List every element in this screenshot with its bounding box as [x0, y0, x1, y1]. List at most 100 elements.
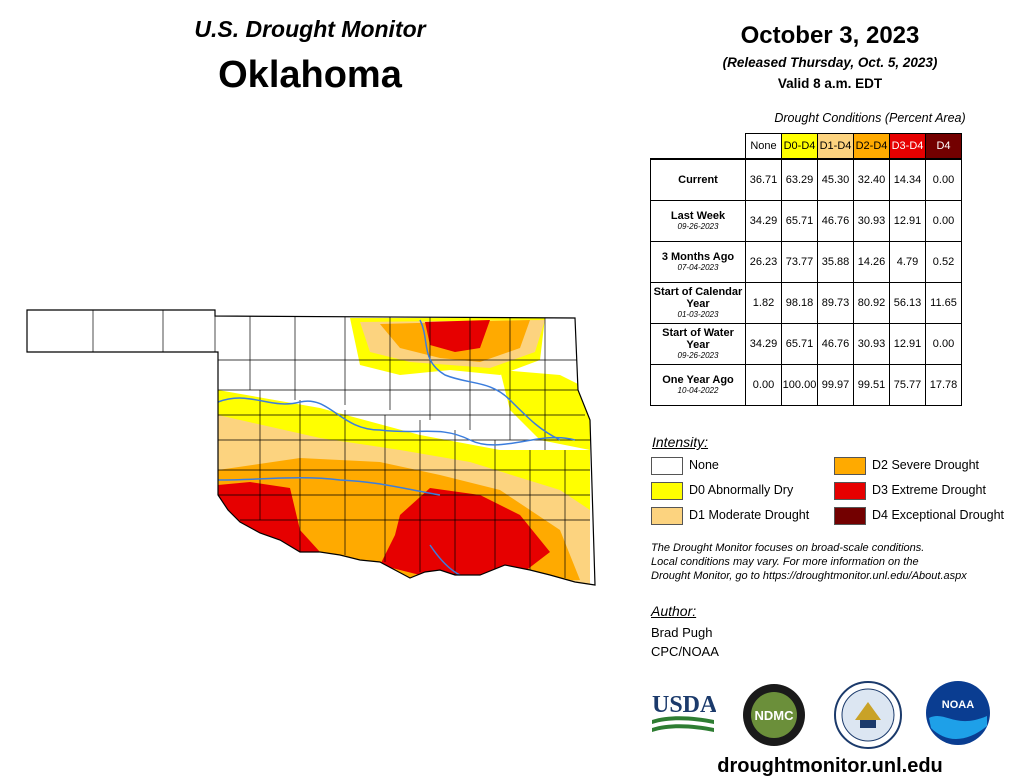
table-cell: 73.77 [781, 241, 818, 283]
legend-label: None [689, 458, 719, 472]
table-row: One Year Ago 10-04-2022 0.00 100.00 99.97 99.… [650, 364, 962, 406]
table-header-row: None D0-D4 D1-D4 D2-D4 D3-D4 D4 [651, 133, 962, 160]
table-row: Current 36.71 63.29 45.30 32.40 14.34 0.00 [650, 158, 962, 201]
row-label: 3 Months Ago 07-04-2023 [650, 241, 746, 283]
column-header-none: None [745, 133, 782, 160]
table-cell: 98.18 [781, 282, 818, 324]
release-date: (Released Thursday, Oct. 5, 2023) [722, 55, 938, 70]
lake-texoma [429, 544, 461, 576]
usda-seal-icon [834, 681, 902, 749]
legend-swatch [834, 457, 866, 475]
note-line-3: Drought Monitor, go to https://droughtmo… [651, 570, 967, 582]
column-header-d4: D4 [925, 133, 962, 160]
row-label: Start of Water Year 09-26-2023 [650, 323, 746, 365]
row-label: Last Week 09-26-2023 [650, 200, 746, 242]
table-cell: 75.77 [889, 364, 926, 406]
table-cell: 65.71 [781, 200, 818, 242]
table-cell: 46.76 [817, 200, 854, 242]
table-cell: 30.93 [853, 200, 890, 242]
oklahoma-drought-map [26, 309, 596, 586]
row-label-date: 09-26-2023 [677, 222, 719, 231]
table-row: Start of Calendar Year 01-03-2023 1.82 98.1… [650, 282, 962, 324]
legend-label: D3 Extreme Drought [872, 483, 986, 497]
river-arkansas [419, 319, 561, 441]
row-label-date: 10-04-2022 [677, 386, 719, 395]
row-label-text: Start of Calendar Year [653, 286, 743, 310]
column-header-d2-d4: D2-D4 [853, 133, 890, 160]
drought-monitor-note: The Drought Monitor focuses on broad-sca… [651, 541, 1016, 583]
legend-label: D1 Moderate Drought [689, 508, 810, 522]
note-line-2: Local conditions may vary. For more info… [651, 556, 919, 568]
legend-swatch [651, 457, 683, 475]
map-state-title: Oklahoma [218, 54, 402, 96]
table-cell: 99.97 [817, 364, 854, 406]
table-cell: 46.76 [817, 323, 854, 365]
table-row: Last Week 09-26-2023 34.29 65.71 46.76 30.93 1… [650, 200, 962, 242]
author-org: CPC/NOAA [651, 644, 719, 659]
legend-label: D4 Exceptional Drought [872, 508, 1005, 522]
legend-title: Intensity: [652, 434, 709, 450]
valid-time: Valid 8 a.m. EDT [777, 76, 883, 91]
svg-text:USDA: USDA [652, 692, 716, 718]
river-washita [217, 477, 441, 496]
column-header-d3-d4: D3-D4 [889, 133, 926, 160]
row-label: Current [650, 158, 746, 201]
table-cell: 35.88 [817, 241, 854, 283]
table-cell: 0.52 [925, 241, 962, 283]
svg-text:NOAA: NOAA [942, 699, 974, 711]
column-header-d0-d4: D0-D4 [781, 133, 818, 160]
ndmc-logo-icon: NDMC [743, 684, 805, 746]
table-caption: Drought Conditions (Percent Area) [774, 111, 966, 125]
map-date: October 3, 2023 [740, 22, 920, 49]
row-label: Start of Calendar Year 01-03-2023 [650, 282, 746, 324]
legend-label: D0 Abnormally Dry [689, 483, 794, 497]
table-cell: 14.34 [889, 158, 926, 201]
table-cell: 26.23 [745, 241, 782, 283]
map-d3-south [380, 488, 550, 580]
table-cell: 65.71 [781, 323, 818, 365]
row-label-text: Current [678, 174, 718, 186]
table-cell: 0.00 [925, 323, 962, 365]
table-cell: 4.79 [889, 241, 926, 283]
row-label-date: 09-26-2023 [677, 351, 719, 360]
table-cell: 100.00 [781, 364, 818, 406]
legend-label: D2 Severe Drought [872, 458, 980, 472]
legend-swatch [651, 507, 683, 525]
table-cell: 0.00 [745, 364, 782, 406]
table-cell: 0.00 [925, 200, 962, 242]
legend-swatch [834, 507, 866, 525]
column-header-d1-d4: D1-D4 [817, 133, 854, 160]
author-name: Brad Pugh [651, 625, 713, 640]
table-cell: 12.91 [889, 323, 926, 365]
noaa-logo-icon: NOAA [926, 681, 990, 745]
note-line-1: The Drought Monitor focuses on broad-sca… [651, 542, 925, 554]
table-cell: 30.93 [853, 323, 890, 365]
table-cell: 80.92 [853, 282, 890, 324]
table-row: Start of Water Year 09-26-2023 34.29 65.71 4… [650, 323, 962, 365]
table-row: 3 Months Ago 07-04-2023 26.23 73.77 35.88 14.… [650, 241, 962, 283]
table-cell: 12.91 [889, 200, 926, 242]
table-cell: 34.29 [745, 200, 782, 242]
footer-url[interactable]: droughtmonitor.unl.edu [717, 755, 943, 777]
table-cell: 11.65 [925, 282, 962, 324]
table-cell: 99.51 [853, 364, 890, 406]
table-cell: 36.71 [745, 158, 782, 201]
row-label-date: 01-03-2023 [677, 310, 719, 319]
map-product-title: U.S. Drought Monitor [194, 16, 426, 42]
river-canadian [217, 397, 576, 446]
row-label-text: Start of Water Year [662, 327, 734, 351]
row-label-text: One Year Ago [662, 374, 734, 386]
author-title: Author: [651, 603, 697, 619]
row-label-text: 3 Months Ago [661, 251, 735, 263]
legend-swatch [834, 482, 866, 500]
table-cell: 32.40 [853, 158, 890, 201]
svg-text:NDMC: NDMC [755, 708, 795, 723]
row-label-date: 07-04-2023 [677, 263, 719, 272]
table-cell: 34.29 [745, 323, 782, 365]
table-cell: 17.78 [925, 364, 962, 406]
table-cell: 45.30 [817, 158, 854, 201]
table-cell: 1.82 [745, 282, 782, 324]
legend-swatch [651, 482, 683, 500]
usda-logo-icon: USDA [652, 692, 716, 732]
table-cell: 89.73 [817, 282, 854, 324]
